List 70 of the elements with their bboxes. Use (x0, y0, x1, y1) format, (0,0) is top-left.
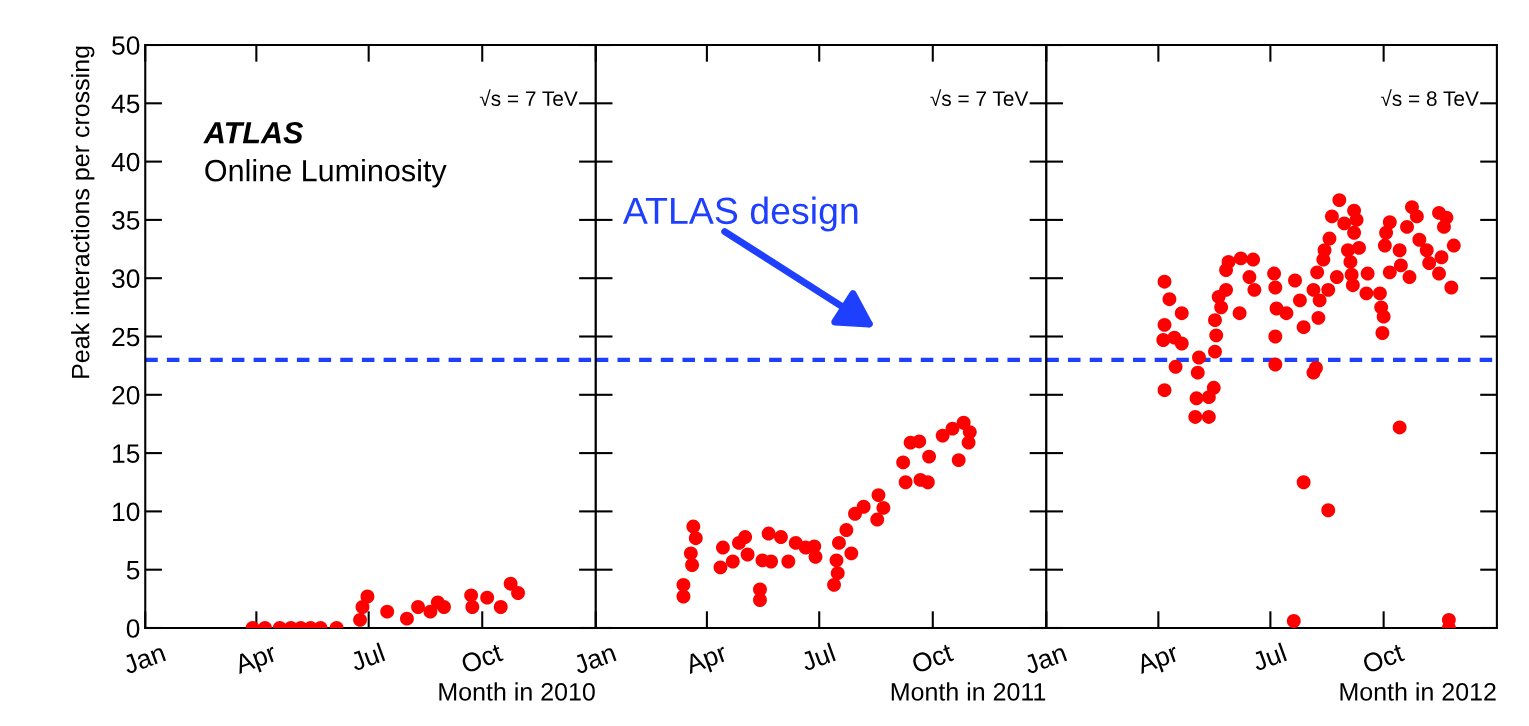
point (676, 589, 691, 604)
x-tick-label: Oct (1361, 642, 1406, 674)
point (685, 558, 700, 572)
y-tick-label: 45 (111, 94, 140, 114)
point (716, 540, 730, 555)
annotation: ATLAS (203, 121, 304, 144)
x-tick-label: Jul (349, 642, 386, 672)
point (781, 554, 796, 569)
y-tick-label: 30 (112, 269, 140, 289)
annotation: √s = 7 TeV (930, 89, 1029, 106)
x-tick-label: Jan (572, 643, 617, 675)
point (832, 535, 846, 550)
y-tick-label: 0 (126, 619, 140, 638)
point (740, 547, 755, 562)
point (676, 577, 691, 592)
point (898, 475, 913, 490)
x-axis-title: Month in 2012 (1340, 682, 1496, 701)
point (935, 428, 950, 443)
y-tick-label: 25 (112, 327, 140, 347)
y-tick-label: 15 (113, 444, 140, 463)
point (761, 526, 776, 541)
point (876, 500, 891, 515)
point (764, 554, 779, 569)
y-tick-label: 35 (112, 211, 140, 230)
point (896, 455, 911, 470)
point (683, 546, 698, 561)
point (808, 549, 823, 564)
x-tick-label: Oct (910, 642, 955, 674)
point (920, 475, 935, 490)
point (829, 553, 844, 568)
annotation: Online Luminosity (205, 159, 447, 188)
y-tick-label: 50 (112, 36, 140, 55)
y-tick-label: 20 (112, 385, 140, 405)
point (912, 434, 927, 449)
point (856, 499, 871, 514)
y-tick-label: 40 (111, 152, 140, 172)
point (725, 554, 740, 569)
point (713, 560, 728, 575)
point (848, 506, 862, 521)
y-tick-label: 5 (126, 561, 140, 580)
point (686, 519, 701, 534)
point (922, 449, 937, 464)
point (827, 577, 841, 592)
y-tick-label: 10 (113, 502, 140, 522)
x-tick-label: Apr (233, 642, 280, 680)
point (738, 530, 753, 544)
point (844, 546, 859, 561)
x-axis-title: Month in 2010 (439, 682, 595, 701)
annotation: √s = 7 TeV (479, 89, 578, 106)
annotation: √s = 8 TeV (1380, 89, 1479, 106)
x-tick-label: Jan (121, 643, 167, 675)
point (753, 582, 767, 597)
x-tick-label: Oct (460, 642, 504, 674)
point (688, 531, 703, 546)
point (870, 512, 885, 527)
point (871, 488, 886, 503)
x-tick-label: Apr (683, 642, 730, 680)
point (945, 421, 960, 436)
x-axis-title: Month in 2011 (891, 682, 1046, 701)
x-tick-label: Jul (1250, 642, 1287, 672)
point (774, 530, 788, 544)
point (830, 566, 845, 581)
x-tick-label: Jul (799, 642, 836, 672)
x-tick-label: Jan (1022, 643, 1068, 675)
point (962, 425, 977, 440)
x-tick-label: Apr (1135, 642, 1182, 680)
point (951, 453, 966, 468)
point (839, 523, 854, 537)
y-axis-title: Peak interactions per crossing (71, 46, 95, 378)
ref-line-label: ATLAS design (622, 196, 858, 232)
